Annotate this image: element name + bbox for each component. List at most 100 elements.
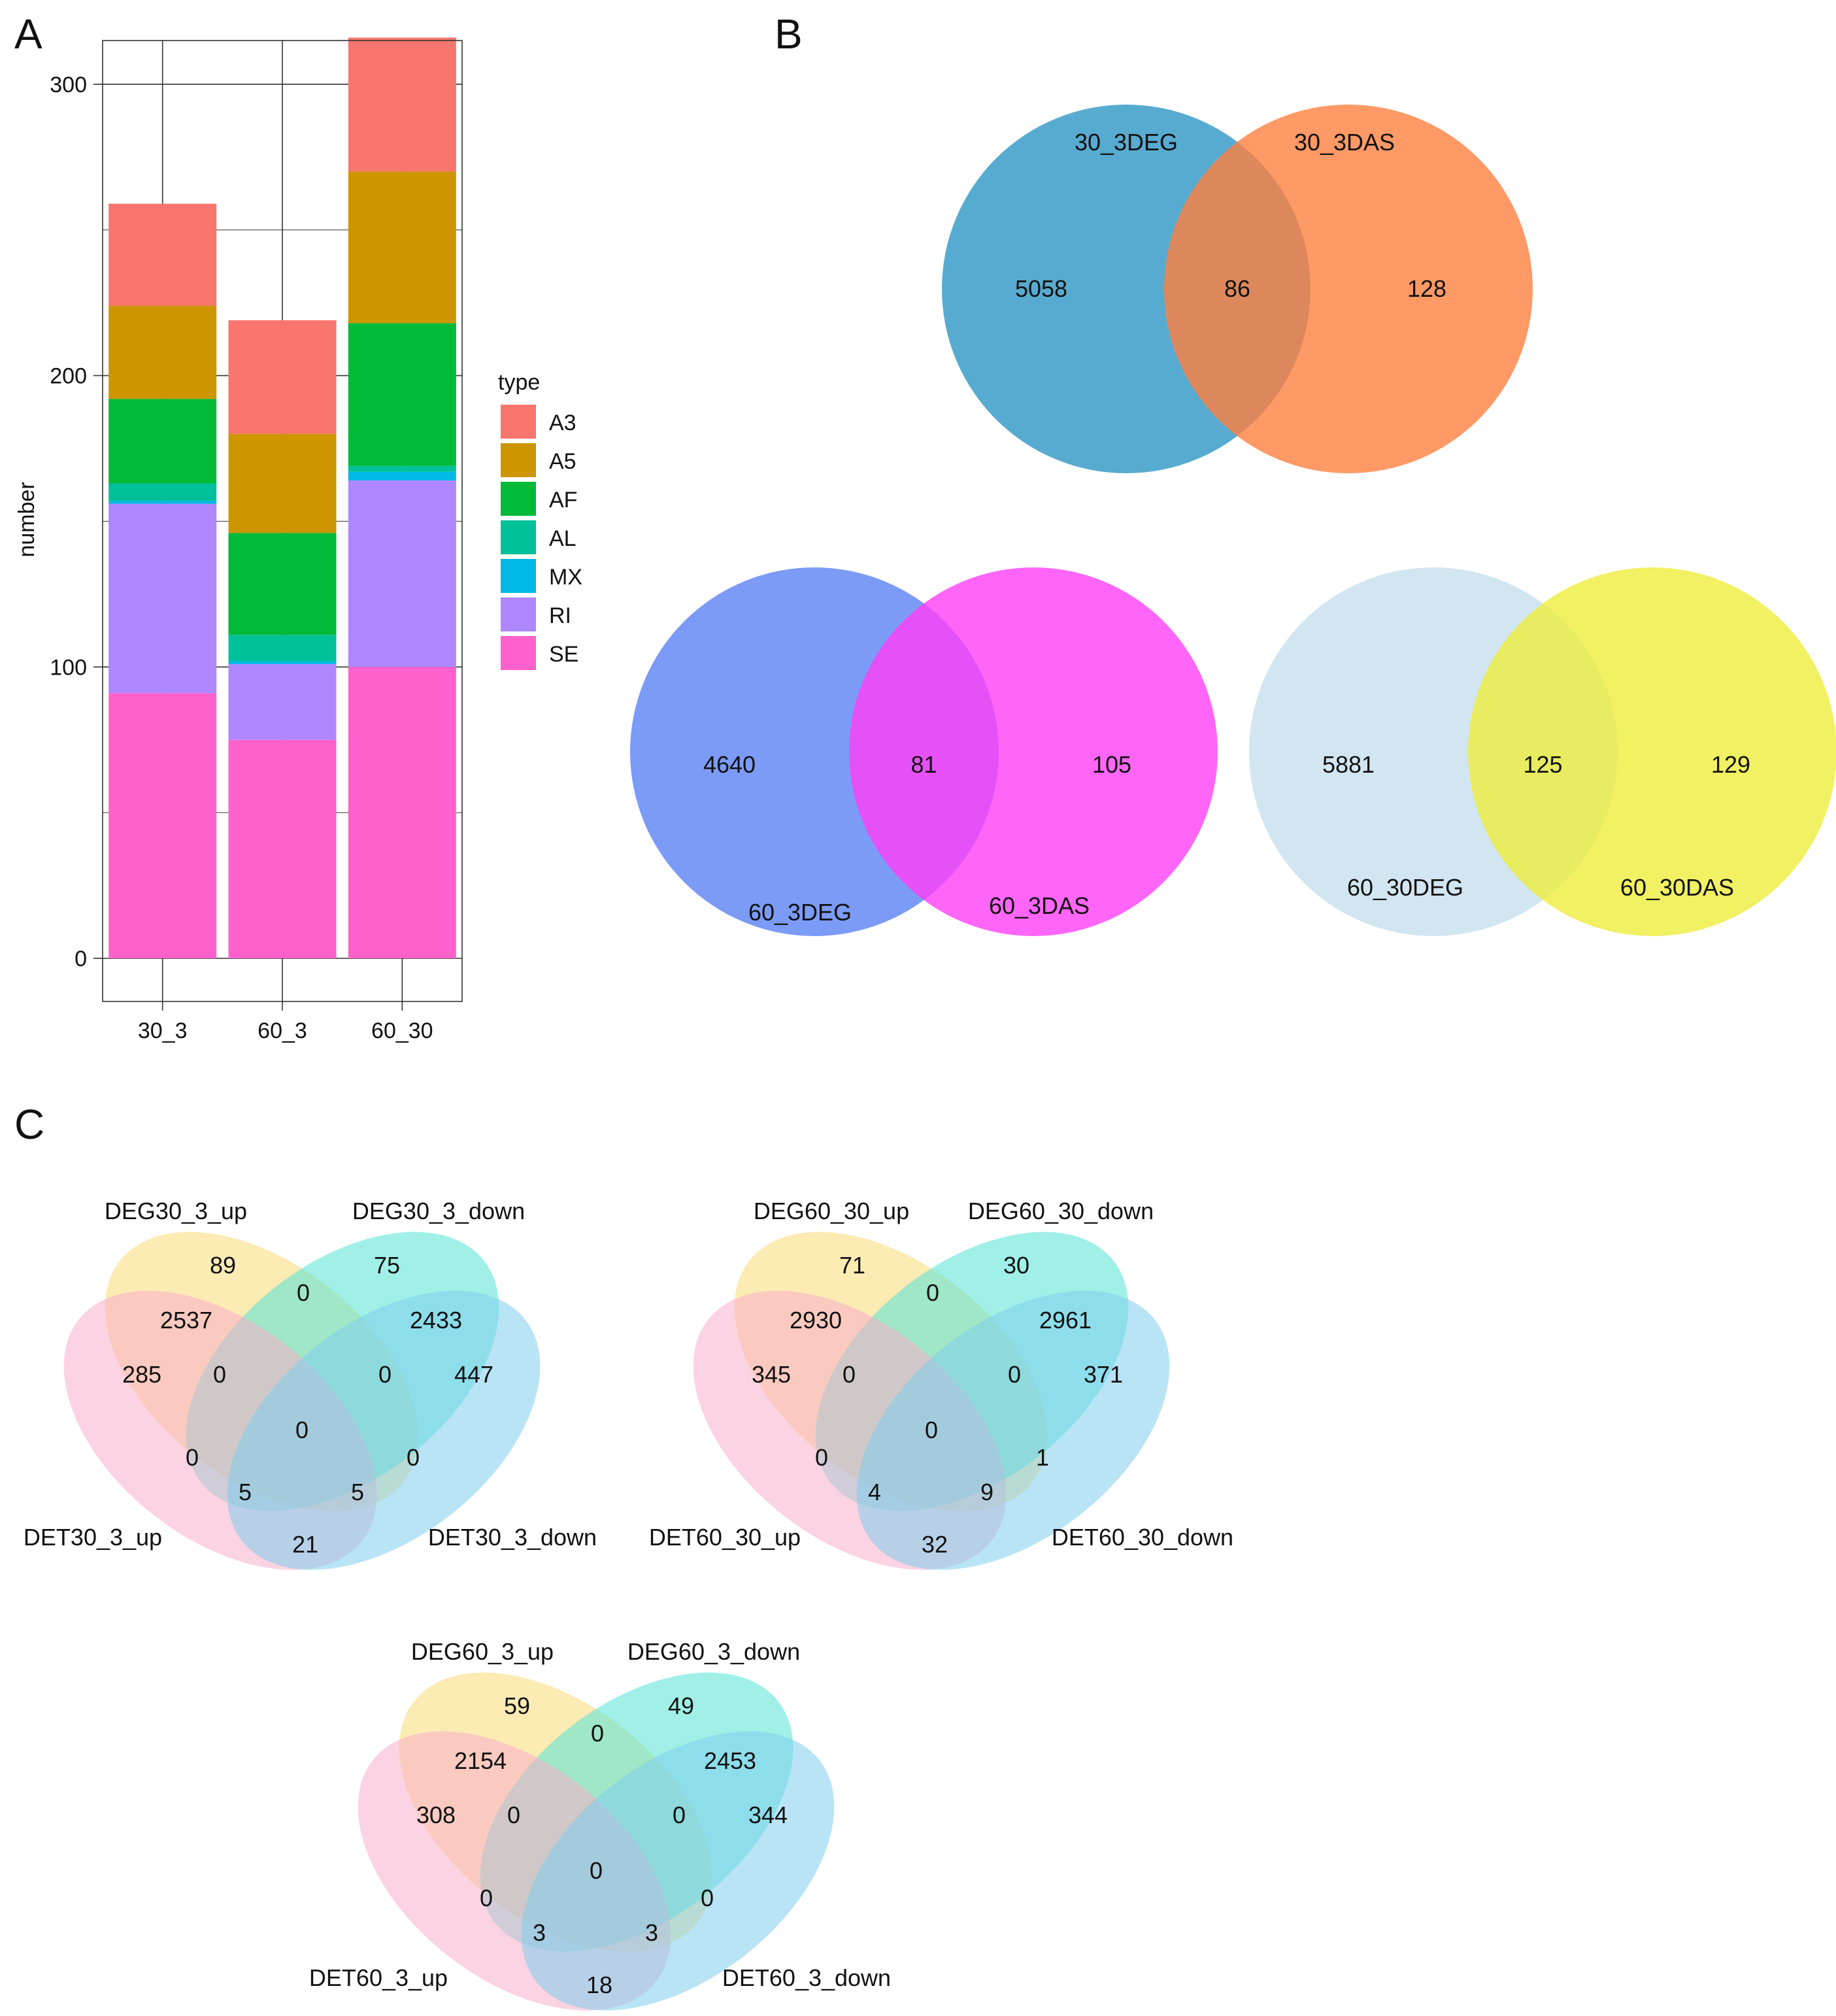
venn4-label-det60-30-down: DET60_30_down [1052,1524,1233,1551]
legend-title: type [498,370,540,395]
venn-60-30-deg-das: 60_30DEG 60_30DAS 5881 125 129 [1249,567,1836,936]
venn4-label-deg60-30-down: DEG60_30_down [968,1198,1154,1224]
x-tick-label: 60_30 [371,1018,433,1043]
venn4-label-deg30-3-up: DEG30_3_up [105,1198,247,1224]
venn4-label-det60-3-down: DET60_3_down [722,1964,891,1991]
panel-letter-b: B [775,10,803,58]
venn4-label-det60-30-up: DET60_30_up [649,1524,801,1551]
venn-label-60-30das: 60_30DAS [1620,874,1734,901]
x-tick-label: 60_3 [258,1018,307,1043]
venn4-count-cd: 21 [292,1531,318,1558]
venn4-count-ab: 0 [926,1279,939,1306]
legend-label-a3: A3 [549,411,576,435]
venn4-count-bd: 2453 [704,1747,756,1774]
bar-al-60-3 [228,635,337,662]
venn4-count-acd: 4 [868,1479,881,1505]
venn4-ellipse-det60-3-down [521,1731,835,2011]
venn4-ellipse-det30-3-down [227,1290,541,1570]
venn4-count-ad: 1 [1036,1444,1049,1471]
venn4-count-b: 30 [1003,1252,1029,1279]
venn4-label-deg60-3-up: DEG60_3_up [411,1638,554,1665]
venn-count-only-60-30deg: 5881 [1322,751,1375,778]
bar-al-60-30 [348,465,456,472]
venn4-count-acd: 5 [239,1479,252,1505]
venn-circle-60-3das [849,567,1218,936]
venn-label-30-3das: 30_3DAS [1294,129,1395,156]
venn-circle-60-30das [1468,567,1836,936]
venn-label-30-3deg: 30_3DEG [1075,129,1178,156]
venn4-count-abcd: 0 [925,1417,938,1443]
bar-a5-60-3 [228,433,337,533]
venn4-count-abd: 0 [378,1361,392,1388]
venn4-count-d: 344 [748,1802,788,1828]
legend-swatch-a3 [501,405,536,439]
venn4-count-ac: 2930 [790,1307,842,1334]
bar-mx-30-3 [108,501,217,504]
venn4-count-a: 59 [504,1692,530,1719]
y-axis-title: number [14,482,39,557]
venn4-count-bcd: 3 [645,1919,658,1946]
legend-label-al: AL [549,526,576,551]
venn4-count-b: 49 [668,1692,694,1719]
bar-chart-legend: type A3 A5 AF AL MX RI SE [498,370,582,670]
venn-count-only-60-3das: 105 [1092,751,1131,778]
venn4-count-c: 285 [122,1361,161,1388]
venn4-count-abd: 0 [673,1802,686,1828]
venn-count-overlap: 125 [1523,751,1562,778]
venn4-count-a: 71 [839,1252,865,1279]
venn4-count-cd: 32 [922,1531,948,1558]
bar-ri-60-3 [228,664,337,740]
stacked-bar-chart: 0 100 200 300 30_3 60_3 60_30 number type A3 A5… [14,37,582,1043]
venn4-label-deg30-3-down: DEG30_3_down [352,1198,525,1224]
venn-count-overlap: 86 [1224,275,1250,302]
venn4-label-deg60-3-down: DEG60_3_down [627,1638,800,1665]
bar-ri-60-30 [348,480,456,667]
venn4-count-abcd: 0 [590,1857,603,1884]
venn-count-only-60-30das: 129 [1711,751,1750,778]
legend-swatch-a5 [501,443,536,477]
venn-label-60-3das: 60_3DAS [989,892,1090,919]
y-tick-label: 300 [50,73,87,97]
venn-count-overlap: 81 [910,751,937,778]
venn4-count-cd: 18 [586,1972,612,1998]
venn4-60-3: 59 49 308 344 0 2154 2453 0 0 0 0 0 3 3 18 DEG60_3_up DE… [309,1638,891,2011]
bar-chart-axes: 0 100 200 300 30_3 60_3 60_30 [50,40,463,1043]
venn-circle-30-3das [1164,105,1533,473]
bar-af-60-3 [228,533,337,635]
legend-swatch-se [501,636,536,670]
venn4-count-bcd: 9 [980,1479,993,1505]
venn4-count-ad: 0 [701,1885,714,1911]
legend-swatch-mx [501,559,536,593]
bar-mx-60-30 [348,471,456,481]
x-tick-label: 30_3 [138,1018,188,1043]
venn-count-only-60-3deg: 4640 [703,751,756,778]
venn4-count-bd: 2961 [1039,1307,1092,1334]
venn-30-3-deg-das: 30_3DEG 30_3DAS 5058 86 128 [942,105,1533,473]
venn4-count-abcd: 0 [295,1417,309,1443]
legend-swatch-ri [501,597,536,631]
venn4-count-ac: 2537 [160,1307,212,1334]
venn4-count-bc: 0 [815,1444,828,1471]
venn4-count-ad: 0 [407,1444,420,1471]
bar-af-30-3 [108,399,217,484]
bar-se-60-3 [228,739,337,958]
bar-a3-60-3 [228,320,337,434]
venn4-count-abc: 0 [507,1802,520,1828]
bar-se-60-30 [348,667,456,958]
venn4-ellipse-det60-30-down [856,1290,1170,1570]
bar-af-60-30 [348,323,456,466]
venn4-count-c: 308 [416,1802,456,1828]
venn4-count-ac: 2154 [454,1747,507,1774]
bar-mx-60-3 [228,661,337,664]
venn4-count-a: 89 [210,1252,236,1279]
venn4-count-abd: 0 [1008,1361,1021,1388]
y-tick-label: 100 [50,655,87,680]
y-tick-label: 200 [50,364,87,389]
venn4-count-d: 371 [1084,1361,1123,1388]
bar-a3-60-30 [348,37,456,172]
venn4-count-bc: 0 [186,1444,199,1471]
panel-letter-a: A [14,10,42,58]
bar-a3-30-3 [108,203,217,306]
